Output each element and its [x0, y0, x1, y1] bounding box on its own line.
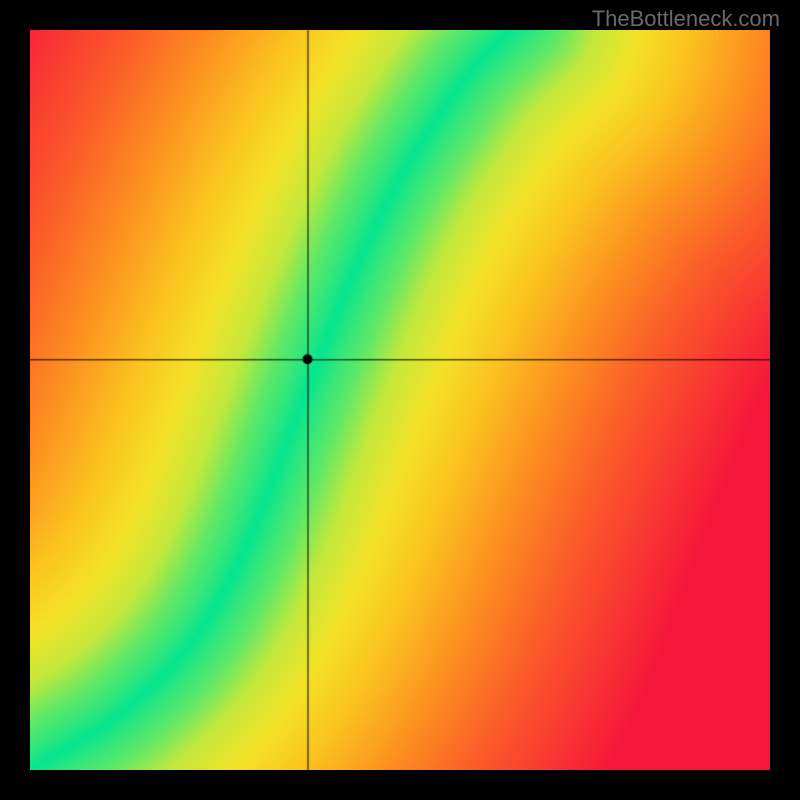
bottleneck-heatmap	[30, 30, 770, 770]
watermark-text: TheBottleneck.com	[592, 6, 780, 32]
heatmap-canvas	[30, 30, 770, 770]
